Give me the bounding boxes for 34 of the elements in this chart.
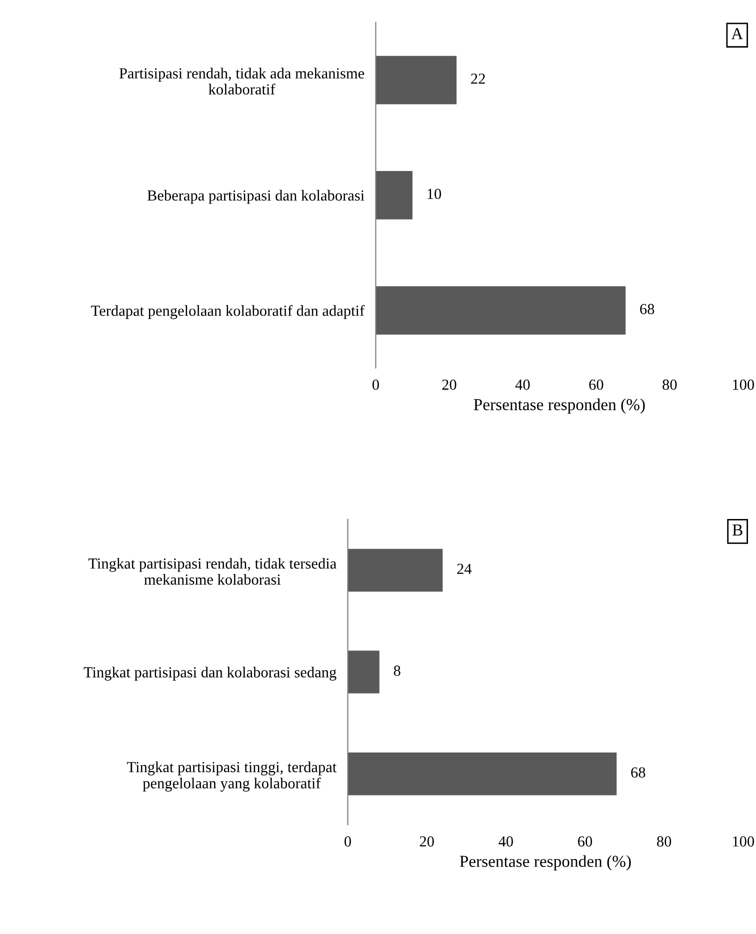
x-tick-label: 80 <box>657 836 672 847</box>
y-tick-label: Beberapa partisipasi dan kolaborasi <box>147 190 364 204</box>
x-tick-label: 20 <box>442 380 456 390</box>
x-tick-label: 20 <box>420 836 434 847</box>
y-tick-label: Tingkat partisipasi tinggi, terdapat pengelolaan yang kolaboratif <box>127 761 337 792</box>
y-tick-label: Terdapat pengelolaan kolaboratif dan adaptif <box>91 305 365 320</box>
data-label: 68 <box>640 304 654 314</box>
chart-title: B <box>732 524 742 536</box>
y-tick-label: Tingkat partisipasi dan kolaborasi sedang <box>84 666 336 681</box>
bar <box>348 548 443 592</box>
y-tick-label: Partisipasi rendah, tidak ada mekanisme kolaboratif <box>119 68 364 95</box>
x-tick-label: 60 <box>578 836 592 847</box>
x-tick-label: 0 <box>344 836 351 847</box>
x-tick-label: 80 <box>662 380 677 390</box>
x-tick-label: 100 <box>733 836 754 847</box>
bar <box>348 752 617 796</box>
chart-title: A <box>731 28 744 40</box>
bar <box>376 171 412 220</box>
bar <box>376 286 626 335</box>
data-label: 22 <box>471 74 485 84</box>
bar <box>376 56 457 104</box>
data-label: 24 <box>457 564 472 574</box>
data-label: 68 <box>631 767 646 778</box>
x-axis-title: Persentase responden (%) <box>474 398 645 414</box>
x-tick-label: 60 <box>589 380 604 390</box>
x-tick-label: 40 <box>515 380 530 390</box>
x-axis-title: Persentase responden (%) <box>460 855 631 870</box>
x-tick-label: 40 <box>498 836 513 847</box>
bar <box>348 650 380 694</box>
data-label: 10 <box>428 188 442 200</box>
x-tick-label: 100 <box>733 380 754 390</box>
y-tick-label: Tingkat partisipasi rendah, tidak tersedia mekanisme kolaborasi <box>88 558 336 585</box>
x-tick-label: 0 <box>372 380 379 390</box>
data-label: 8 <box>394 666 400 676</box>
